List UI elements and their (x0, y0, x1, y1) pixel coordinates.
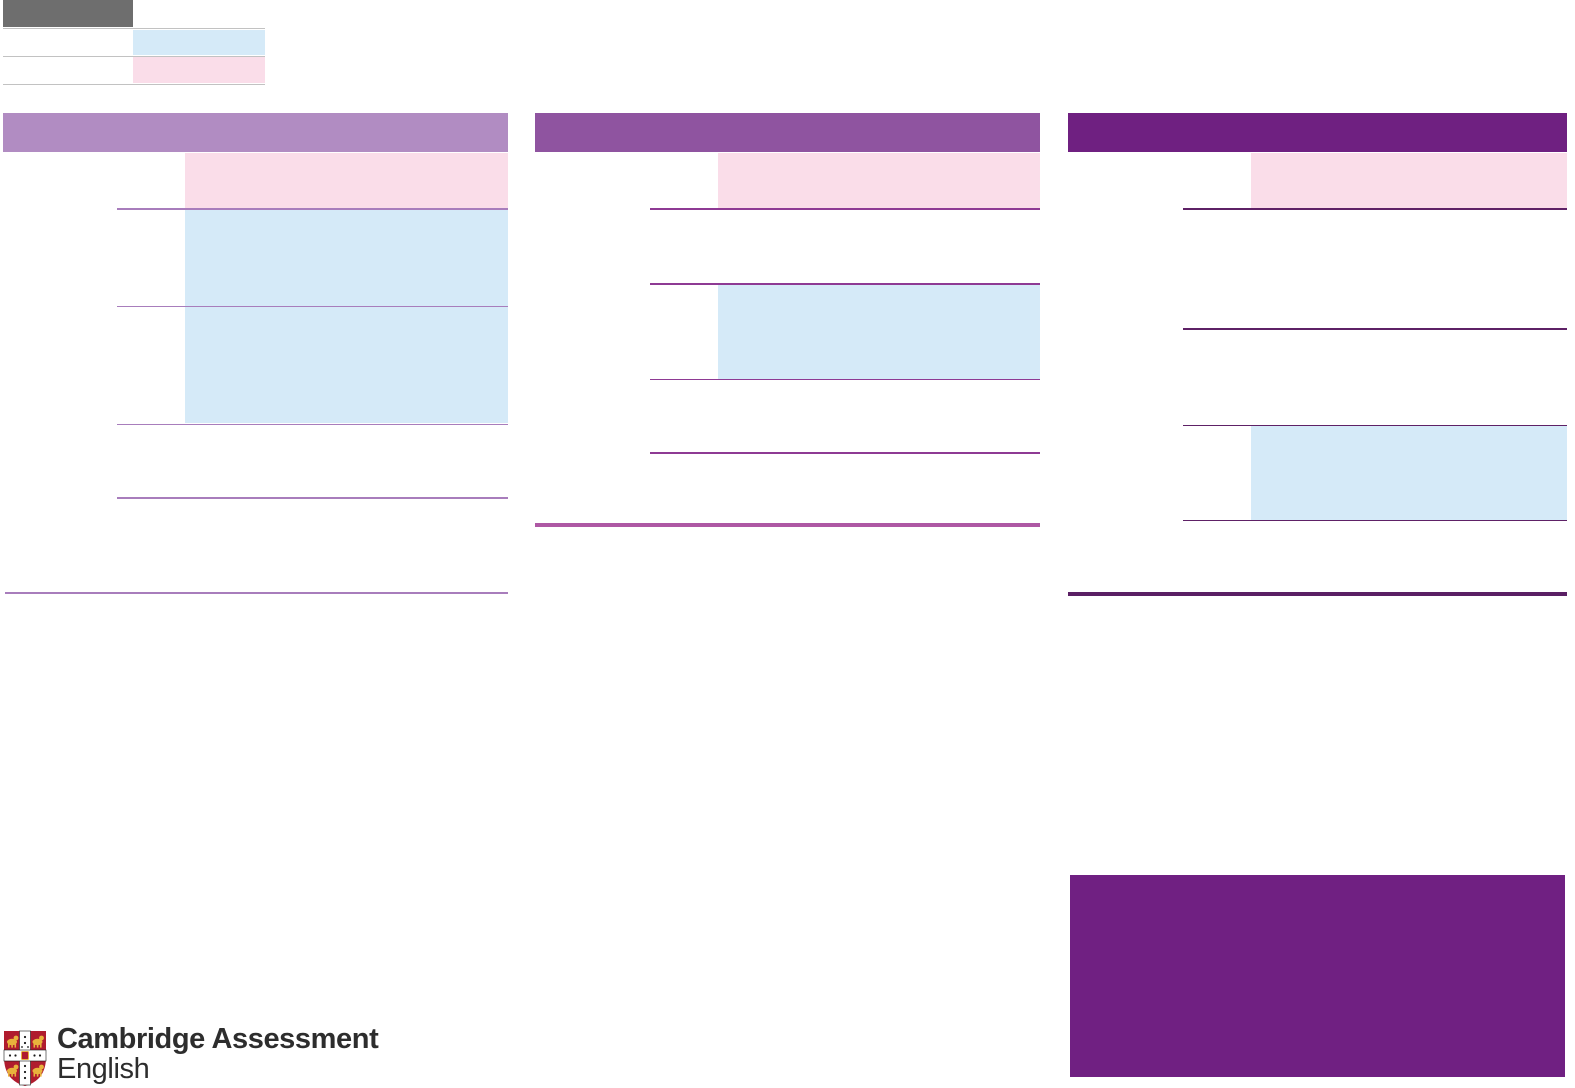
column3-highlight-cell-blue (1251, 426, 1567, 520)
column1-highlight-cell-blue (185, 209, 508, 306)
column3-rule (1183, 328, 1567, 330)
shield-center-emblem (21, 1051, 29, 1060)
legend-swatch-blue (133, 29, 265, 55)
logo-wordmark: Cambridge Assessment English (57, 1023, 379, 1085)
column3-rule (1183, 519, 1567, 521)
column3-highlight-cell-pink (1251, 153, 1567, 208)
column1-highlight-cell-blue (185, 307, 508, 423)
column1-highlight-cell-pink (185, 153, 508, 208)
column2-bottom-rule (535, 523, 1040, 527)
column2-rule (650, 378, 1040, 380)
purple-banner (1070, 875, 1565, 1077)
legend-divider (3, 55, 265, 57)
column2-highlight-cell-blue (718, 284, 1040, 379)
column2-rule (650, 452, 1040, 454)
column1-header-bar (3, 113, 508, 152)
column1-bottom-rule (5, 592, 508, 594)
column3-rule (1183, 424, 1567, 426)
legend-divider (3, 28, 265, 30)
column2-header-bar (535, 113, 1040, 152)
shield-ermine-dots (8, 1035, 42, 1080)
legend-header-block (3, 0, 133, 27)
column3-rule (1183, 208, 1567, 210)
column2-rule (650, 283, 1040, 285)
column2-highlight-cell-pink (718, 153, 1040, 208)
column1-rule (117, 208, 508, 210)
column1-rule (117, 305, 508, 307)
legend-swatch-pink (133, 57, 265, 83)
logo-line1: Cambridge Assessment (57, 1023, 379, 1055)
column1-rule (117, 423, 508, 425)
column3-header-bar (1068, 113, 1567, 152)
column3-bottom-rule (1068, 592, 1567, 596)
logo-line2: English (57, 1053, 150, 1085)
column1-rule (117, 497, 508, 499)
legend-divider (3, 83, 265, 85)
column2-rule (650, 208, 1040, 210)
cambridge-shield-icon (3, 1030, 47, 1086)
shield-lions (7, 1035, 44, 1077)
